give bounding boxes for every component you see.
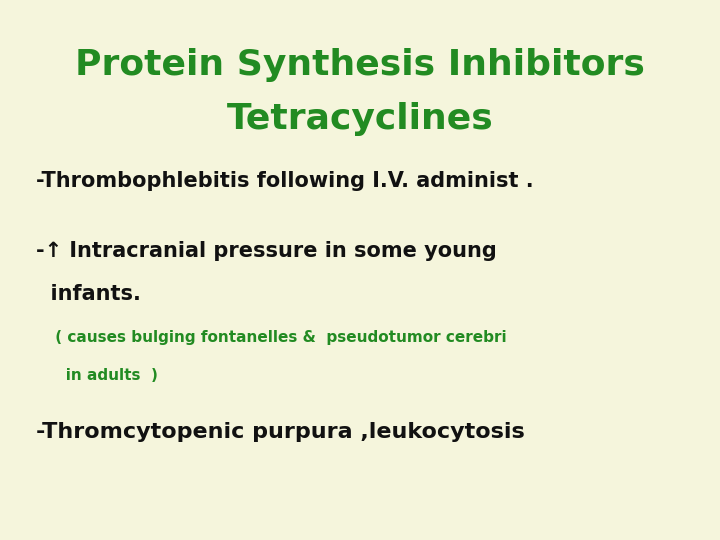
Text: in adults  ): in adults ) [50,368,158,383]
Text: infants.: infants. [36,284,141,305]
Text: Tetracyclines: Tetracyclines [227,102,493,136]
Text: Protein Synthesis Inhibitors: Protein Synthesis Inhibitors [75,48,645,82]
Text: -↑ Intracranial pressure in some young: -↑ Intracranial pressure in some young [36,241,497,261]
Text: -Thromcytopenic purpura ,leukocytosis: -Thromcytopenic purpura ,leukocytosis [36,422,525,442]
Text: -Thrombophlebitis following I.V. administ .: -Thrombophlebitis following I.V. adminis… [36,171,534,191]
Text: ( causes bulging fontanelles &  pseudotumor cerebri: ( causes bulging fontanelles & pseudotum… [50,330,507,345]
